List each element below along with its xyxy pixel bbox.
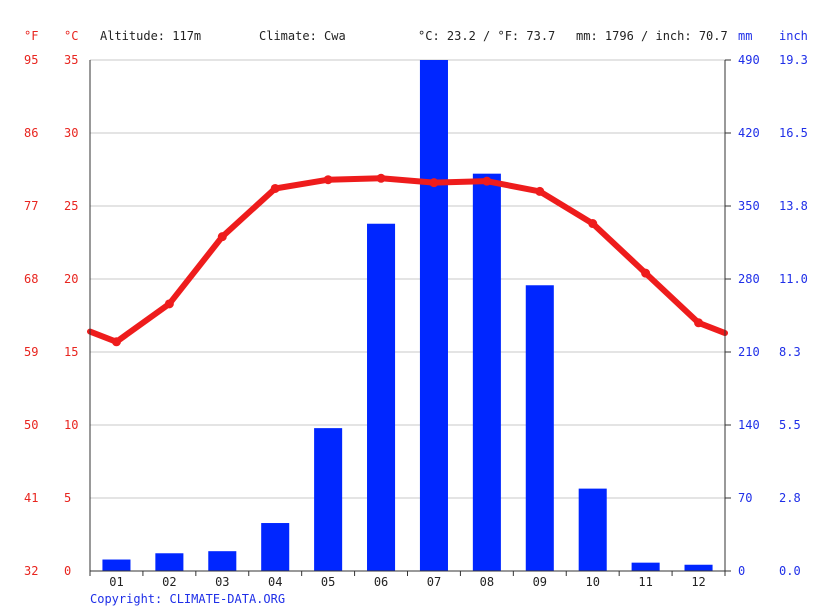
- precipitation-total-label: mm: 1796 / inch: 70.7: [576, 29, 728, 43]
- month-tick-label: 05: [321, 575, 335, 589]
- altitude-label: Altitude: 117m: [100, 29, 201, 43]
- temperature-point: [111, 337, 121, 347]
- month-tick-label: 11: [638, 575, 652, 589]
- precipitation-bar: [261, 523, 290, 571]
- mm-tick-label: 420: [738, 126, 760, 140]
- precipitation-bars: [102, 60, 713, 571]
- unit-mm-label: mm: [738, 29, 752, 43]
- celsius-tick-label: 35: [64, 53, 78, 67]
- precipitation-bar: [578, 488, 607, 571]
- fahrenheit-tick-label: 95: [24, 53, 38, 67]
- month-tick-label: 08: [480, 575, 494, 589]
- temperature-point: [217, 232, 227, 242]
- mm-tick-label: 490: [738, 53, 760, 67]
- inch-tick-label: 11.0: [779, 272, 808, 286]
- precipitation-bar: [684, 564, 713, 571]
- inch-tick-label: 2.8: [779, 491, 801, 505]
- temperature-point: [376, 173, 386, 183]
- inch-tick-label: 8.3: [779, 345, 801, 359]
- mm-tick-label: 140: [738, 418, 760, 432]
- mm-tick-label: 210: [738, 345, 760, 359]
- copyright-link[interactable]: Copyright: CLIMATE-DATA.ORG: [90, 592, 285, 606]
- celsius-tick-label: 20: [64, 272, 78, 286]
- temperature-point: [323, 175, 333, 185]
- mm-tick-label: 350: [738, 199, 760, 213]
- temperature-point: [482, 176, 492, 186]
- unit-fahrenheit-label: °F: [24, 29, 38, 43]
- celsius-tick-label: 15: [64, 345, 78, 359]
- inch-tick-label: 13.8: [779, 199, 808, 213]
- mm-tick-label: 0: [738, 564, 745, 578]
- month-tick-label: 04: [268, 575, 282, 589]
- celsius-tick-label: 30: [64, 126, 78, 140]
- temperature-point: [164, 299, 174, 309]
- month-tick-label: 10: [585, 575, 599, 589]
- unit-inch-label: inch: [779, 29, 808, 43]
- month-tick-label: 12: [691, 575, 705, 589]
- temperature-point: [429, 178, 439, 188]
- month-tick-label: 06: [374, 575, 388, 589]
- precipitation-bar: [102, 559, 131, 571]
- precipitation-bar: [314, 428, 343, 571]
- mm-tick-label: 70: [738, 491, 752, 505]
- grid-lines: [90, 59, 725, 572]
- temperature-series: [87, 173, 728, 347]
- precipitation-bar: [472, 173, 501, 571]
- fahrenheit-tick-label: 41: [24, 491, 38, 505]
- celsius-tick-label: 10: [64, 418, 78, 432]
- inch-tick-label: 5.5: [779, 418, 801, 432]
- temperature-point: [641, 268, 651, 278]
- inch-tick-label: 0.0: [779, 564, 801, 578]
- temperature-average-label: °C: 23.2 / °F: 73.7: [418, 29, 555, 43]
- fahrenheit-tick-label: 68: [24, 272, 38, 286]
- temperature-point: [694, 318, 704, 328]
- axes: [89, 59, 731, 576]
- precipitation-bar: [367, 223, 396, 571]
- precipitation-bar: [155, 553, 184, 571]
- fahrenheit-tick-label: 59: [24, 345, 38, 359]
- precipitation-bar: [525, 285, 554, 571]
- temperature-line: [87, 175, 728, 345]
- month-tick-label: 02: [162, 575, 176, 589]
- month-tick-label: 09: [533, 575, 547, 589]
- precipitation-bar: [419, 60, 448, 571]
- temperature-point: [270, 183, 280, 193]
- celsius-tick-label: 5: [64, 491, 71, 505]
- temperature-point: [588, 219, 598, 229]
- inch-tick-label: 16.5: [779, 126, 808, 140]
- month-tick-label: 07: [427, 575, 441, 589]
- fahrenheit-tick-label: 50: [24, 418, 38, 432]
- month-tick-label: 03: [215, 575, 229, 589]
- fahrenheit-tick-label: 77: [24, 199, 38, 213]
- mm-tick-label: 280: [738, 272, 760, 286]
- precipitation-bar: [631, 562, 660, 571]
- tick-labels: 32 0 0 0.0 41 5 70 2.8 50 10 140 5.5 59 15 210 8.3 68 20 2…: [24, 53, 808, 589]
- unit-celsius-label: °C: [64, 29, 78, 43]
- celsius-tick-label: 0: [64, 564, 71, 578]
- precipitation-bar: [208, 551, 237, 571]
- celsius-tick-label: 25: [64, 199, 78, 213]
- fahrenheit-tick-label: 86: [24, 126, 38, 140]
- climate-label: Climate: Cwa: [259, 29, 346, 43]
- fahrenheit-tick-label: 32: [24, 564, 38, 578]
- month-tick-label: 01: [109, 575, 123, 589]
- inch-tick-label: 19.3: [779, 53, 808, 67]
- temperature-point: [535, 186, 545, 196]
